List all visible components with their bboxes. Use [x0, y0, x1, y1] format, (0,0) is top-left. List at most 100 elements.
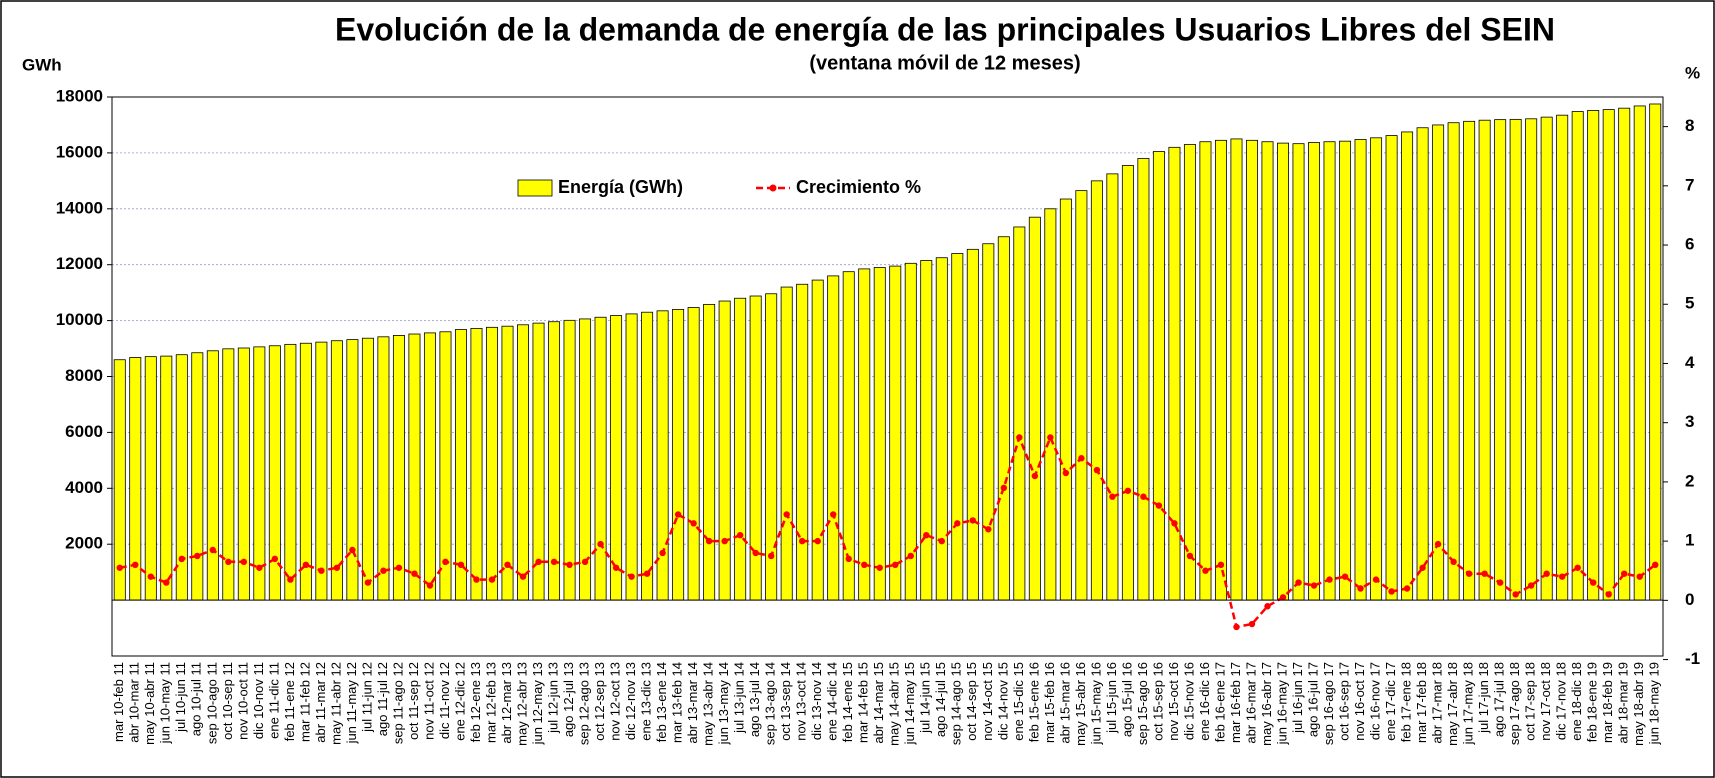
x-tick-label: mar 10-feb 11	[111, 662, 126, 742]
bar	[1214, 139, 1227, 601]
bar	[734, 297, 747, 601]
line-marker	[1621, 570, 1628, 577]
x-tick-label: dic 11-nov 12	[437, 662, 452, 739]
bar	[377, 336, 390, 601]
x-tick-label: oct 16-sep 17	[1336, 662, 1351, 741]
x-tick-label: jun 12-may 13	[530, 662, 545, 745]
bar	[1587, 110, 1600, 601]
line-marker	[535, 558, 542, 566]
line-marker	[116, 564, 123, 571]
line-marker	[1000, 484, 1008, 492]
x-tick-label: sep 12-ago 13	[576, 662, 591, 745]
bar	[842, 271, 855, 601]
x-tick-label: mar 12-feb 13	[483, 662, 498, 743]
line-marker	[938, 537, 945, 545]
line-marker	[736, 531, 744, 539]
line-marker	[876, 564, 883, 571]
bar	[1199, 141, 1212, 601]
x-tick-label: ene 11-dic 11	[266, 662, 281, 739]
bar	[656, 310, 669, 601]
legend-label: Energía (GWh)	[558, 177, 683, 197]
bar	[1106, 173, 1119, 601]
x-tick-label: ene 15-dic 15	[1011, 662, 1026, 741]
y-tick-label: 6000	[65, 422, 103, 441]
y-tick-label: 18000	[56, 86, 103, 105]
line-marker	[1310, 582, 1318, 589]
x-tick-label: may 12-abr 13	[514, 662, 529, 746]
x-tick-label: feb 12-ene 13	[468, 662, 483, 742]
line-marker	[1481, 570, 1488, 577]
line-marker	[690, 520, 697, 527]
bar	[532, 322, 545, 601]
bar	[470, 328, 483, 601]
x-tick-label: oct 14-sep 15	[964, 662, 979, 741]
x-tick-label: dic 15-nov 16	[1181, 662, 1196, 740]
x-tick-label: may 16-abr 17	[1259, 662, 1274, 746]
y-tick-label: 16000	[56, 142, 103, 161]
bar	[610, 315, 623, 601]
bar	[1649, 103, 1662, 601]
x-tick-label: abr 14-mar 15	[871, 662, 886, 744]
x-tick-label: abr 18-mar 19	[1616, 662, 1631, 744]
x-tick-label: jun 18-may 19	[1647, 662, 1662, 745]
line-marker	[349, 546, 356, 554]
line-marker	[302, 561, 310, 569]
line-marker	[1109, 493, 1116, 500]
line-marker	[364, 579, 372, 586]
bar	[1525, 118, 1538, 601]
line-marker	[969, 517, 977, 524]
y-tick-label: 2000	[65, 534, 103, 553]
bar	[1292, 143, 1305, 601]
bar	[718, 300, 731, 601]
bar	[1571, 111, 1584, 601]
x-tick-label: dic 17-nov 18	[1554, 662, 1569, 740]
bar	[175, 354, 188, 601]
bar	[330, 340, 343, 601]
x-tick-label: nov 12-oct 13	[608, 662, 623, 741]
x-tick-label: jul 11-jun 12	[359, 662, 374, 733]
bar	[144, 356, 157, 601]
line-marker	[333, 564, 341, 571]
bar	[1370, 137, 1383, 601]
x-tick-label: jul 16-jun 17	[1290, 662, 1305, 734]
x-tick-label: dic 10-nov 11	[251, 662, 266, 739]
line-marker	[504, 561, 511, 569]
bar	[1183, 144, 1196, 601]
bar	[966, 248, 979, 601]
bar	[858, 268, 871, 601]
line-marker	[1062, 469, 1070, 477]
bar	[1121, 165, 1134, 601]
line-marker	[1186, 552, 1194, 560]
bar	[1013, 226, 1026, 601]
line-marker	[318, 567, 325, 574]
bar	[873, 267, 886, 601]
legend-marker	[769, 184, 777, 192]
line-marker	[1527, 582, 1535, 589]
x-tick-label: ago 15-jul 16	[1119, 662, 1134, 737]
bar	[625, 313, 638, 601]
bar	[935, 257, 948, 601]
x-tick-label: feb 13-ene 14	[654, 662, 669, 742]
x-tick-label: may 15-abr 16	[1073, 662, 1088, 746]
bar	[641, 311, 654, 601]
bar	[1540, 116, 1553, 601]
x-tick-label: jul 14-jun 15	[918, 662, 933, 734]
x-tick-label: ene 16-dic 16	[1197, 662, 1212, 741]
x-tick-label: ene 18-dic 18	[1569, 662, 1584, 741]
line-marker	[1031, 472, 1039, 480]
line-marker	[442, 558, 449, 566]
line-marker	[1372, 576, 1380, 583]
bar	[408, 333, 421, 601]
bar	[1323, 141, 1336, 601]
line-marker	[907, 552, 914, 560]
bar	[796, 283, 809, 601]
x-tick-label: nov 11-oct 12	[421, 662, 436, 740]
bar	[501, 325, 514, 601]
line-marker	[1124, 487, 1132, 494]
bar	[1339, 140, 1352, 601]
line-marker	[861, 561, 868, 569]
x-tick-label: ago 11-jul 12	[375, 662, 390, 736]
bar	[1044, 208, 1057, 601]
bar	[997, 236, 1010, 601]
x-tick-label: ago 14-jul 15	[933, 662, 948, 737]
